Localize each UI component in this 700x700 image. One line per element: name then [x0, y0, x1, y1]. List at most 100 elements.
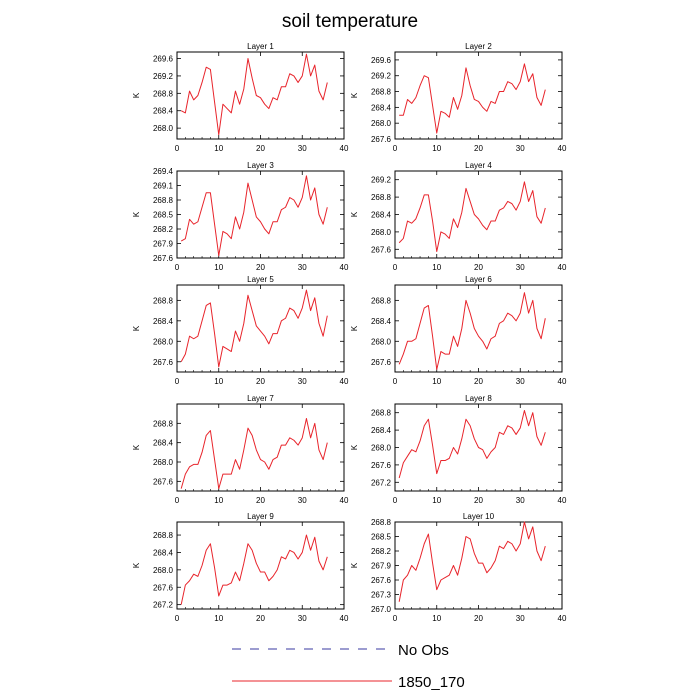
y-tick-label: 268.8 — [371, 88, 392, 97]
x-tick-label: 20 — [256, 377, 265, 386]
x-tick-label: 0 — [175, 377, 180, 386]
y-tick-label: 267.3 — [371, 591, 392, 600]
x-tick-label: 40 — [340, 614, 349, 623]
x-tick-label: 30 — [516, 263, 525, 272]
y-axis-label-layer-1: K — [132, 92, 141, 98]
x-tick-label: 20 — [256, 263, 265, 272]
panel-title-layer-6: Layer 6 — [465, 275, 492, 284]
panel-title-layer-5: Layer 5 — [247, 275, 274, 284]
x-tick-label: 30 — [516, 496, 525, 505]
x-tick-label: 40 — [558, 377, 567, 386]
y-tick-label: 267.6 — [371, 461, 392, 470]
y-tick-label: 267.6 — [153, 254, 174, 263]
y-tick-label: 268.8 — [153, 296, 174, 305]
panel-layer-8: Layer 8 0 10 20 30 40 267.2 267.6 268.0 268.4 268.… — [350, 394, 567, 505]
panel-layer-7: Layer 7 0 10 20 30 40 267.6 268.0 268.4 268.8 K — [132, 394, 349, 505]
y-tick-label: 269.2 — [153, 72, 174, 81]
x-tick-label: 40 — [340, 144, 349, 153]
panel-layer-5: Layer 5 0 10 20 30 40 267.6 268.0 268.4 268.8 K — [132, 275, 349, 386]
series-line-1850-170-layer-4 — [398, 181, 546, 252]
x-tick-label: 20 — [474, 496, 483, 505]
y-tick-label: 268.4 — [371, 317, 392, 326]
x-tick-label: 20 — [474, 144, 483, 153]
x-tick-label: 30 — [298, 144, 307, 153]
y-tick-label: 267.6 — [371, 135, 392, 144]
x-tick-label: 0 — [393, 496, 398, 505]
y-tick-label: 268.2 — [371, 547, 392, 556]
panel-title-layer-9: Layer 9 — [247, 512, 274, 521]
y-tick-label: 268.8 — [371, 193, 392, 202]
y-tick-label: 267.6 — [153, 358, 174, 367]
x-tick-label: 0 — [175, 263, 180, 272]
x-tick-label: 0 — [393, 614, 398, 623]
x-tick-label: 20 — [474, 377, 483, 386]
y-axis-label-layer-8: K — [350, 444, 359, 450]
panel-title-layer-7: Layer 7 — [247, 394, 274, 403]
y-axis-label-layer-7: K — [132, 444, 141, 450]
plot-frame-layer-5 — [176, 284, 345, 373]
y-tick-label: 268.8 — [153, 531, 174, 540]
x-tick-label: 40 — [558, 144, 567, 153]
x-tick-label: 10 — [214, 144, 223, 153]
y-tick-label: 268.8 — [371, 518, 392, 527]
panel-title-layer-2: Layer 2 — [465, 42, 492, 51]
x-tick-label: 40 — [340, 377, 349, 386]
x-tick-label: 20 — [474, 263, 483, 272]
y-tick-label: 268.8 — [153, 419, 174, 428]
x-tick-label: 10 — [432, 496, 441, 505]
y-tick-label: 267.6 — [153, 583, 174, 592]
y-axis-label-layer-3: K — [132, 211, 141, 217]
y-tick-label: 267.2 — [153, 601, 174, 610]
panel-title-layer-8: Layer 8 — [465, 394, 492, 403]
x-tick-label: 30 — [298, 614, 307, 623]
x-tick-label: 0 — [393, 377, 398, 386]
x-tick-label: 0 — [393, 144, 398, 153]
y-axis-label-layer-9: K — [132, 562, 141, 568]
x-tick-label: 30 — [516, 377, 525, 386]
x-tick-label: 30 — [516, 614, 525, 623]
series-line-1850-170-layer-8 — [398, 410, 546, 479]
y-tick-label: 268.4 — [153, 317, 174, 326]
y-tick-label: 268.8 — [153, 89, 174, 98]
series-line-1850-170-layer-9 — [180, 534, 328, 605]
x-tick-label: 10 — [214, 614, 223, 623]
y-tick-label: 268.4 — [371, 103, 392, 112]
y-tick-label: 269.1 — [153, 182, 174, 191]
y-tick-label: 268.0 — [371, 119, 392, 128]
x-tick-label: 10 — [214, 496, 223, 505]
y-tick-label: 267.9 — [371, 562, 392, 571]
y-tick-label: 268.0 — [153, 337, 174, 346]
y-tick-label: 267.6 — [153, 477, 174, 486]
x-tick-label: 30 — [516, 144, 525, 153]
x-tick-label: 0 — [175, 496, 180, 505]
panel-layer-4: Layer 4 0 10 20 30 40 267.6 268.0 268.4 268.8 269.… — [350, 161, 567, 272]
y-tick-label: 268.8 — [371, 409, 392, 418]
y-tick-label: 268.0 — [371, 444, 392, 453]
series-line-1850-170-layer-5 — [180, 289, 328, 368]
y-axis-label-layer-2: K — [350, 92, 359, 98]
plot-frame-layer-1 — [176, 51, 345, 140]
plot-frame-layer-10 — [394, 521, 563, 610]
x-tick-label: 40 — [558, 496, 567, 505]
panel-title-layer-4: Layer 4 — [465, 161, 492, 170]
y-tick-label: 268.4 — [153, 548, 174, 557]
series-line-1850-170-layer-2 — [399, 63, 546, 134]
y-tick-label: 269.2 — [371, 176, 392, 185]
y-tick-label: 268.0 — [153, 458, 174, 467]
y-tick-label: 268.8 — [153, 196, 174, 205]
y-tick-label: 268.4 — [371, 426, 392, 435]
x-tick-label: 40 — [340, 263, 349, 272]
series-line-1850-170-layer-10 — [398, 521, 546, 602]
x-tick-label: 30 — [298, 263, 307, 272]
x-tick-label: 20 — [256, 614, 265, 623]
x-tick-label: 20 — [256, 144, 265, 153]
x-tick-label: 10 — [432, 614, 441, 623]
x-tick-label: 30 — [298, 496, 307, 505]
figure-title: soil temperature — [282, 11, 418, 32]
series-line-1850-170-layer-6 — [398, 292, 546, 370]
y-axis-label-layer-5: K — [132, 325, 141, 331]
x-tick-label: 40 — [558, 263, 567, 272]
y-tick-label: 267.0 — [371, 605, 392, 614]
x-tick-label: 10 — [432, 377, 441, 386]
